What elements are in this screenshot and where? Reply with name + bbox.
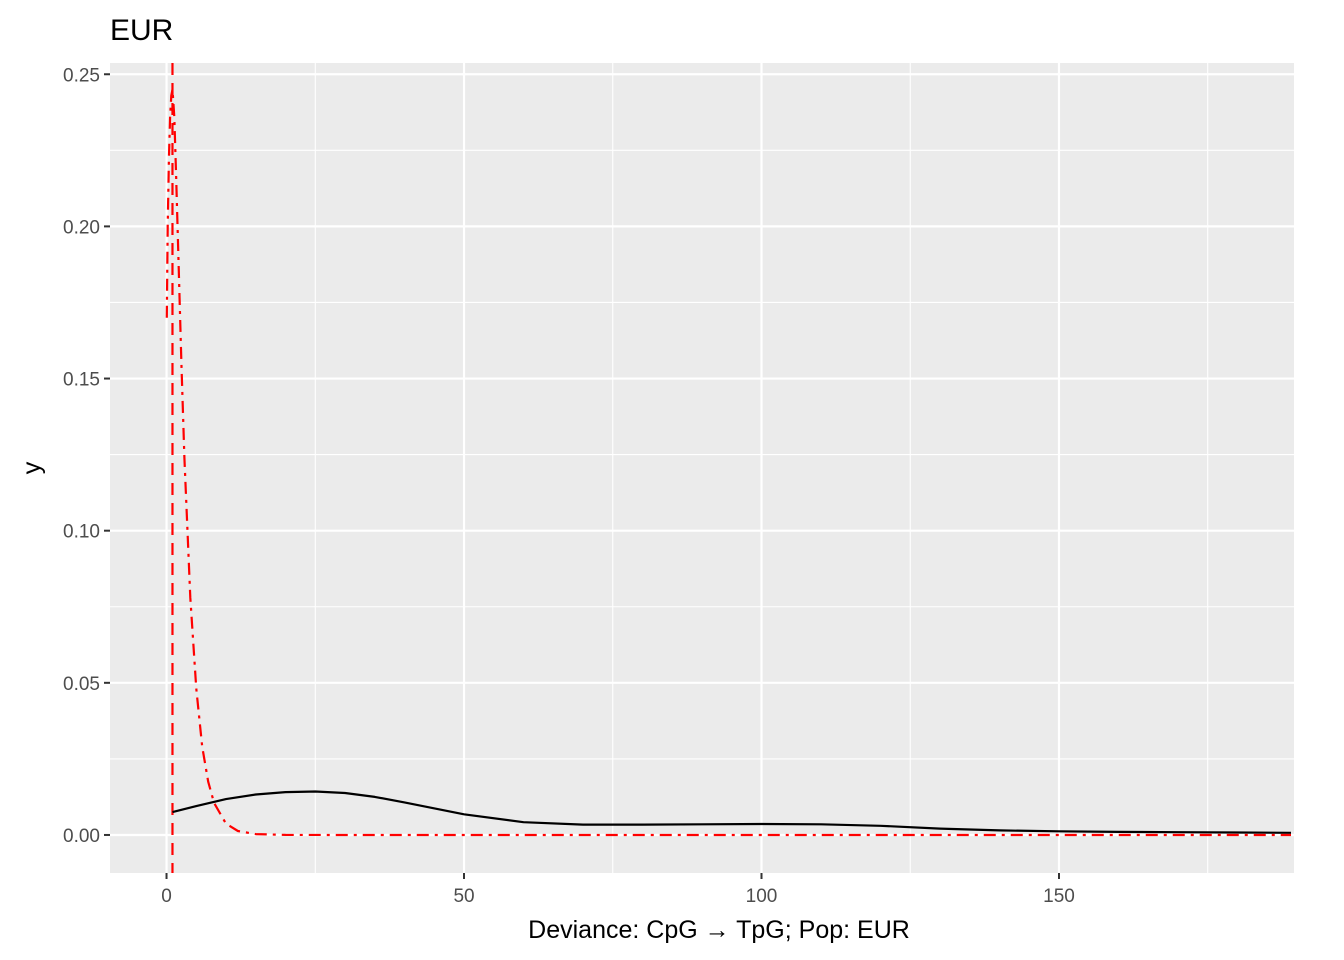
series-line-2 — [165, 88, 1291, 837]
plot-panel — [110, 63, 1294, 873]
y-tick-label: 0.00 — [63, 826, 100, 847]
y-tick-label: 0.15 — [63, 370, 100, 391]
series-layer — [165, 63, 1292, 873]
x-axis-title: Deviance: CpG → TpG; Pop: EUR — [528, 916, 910, 944]
y-tick-label: 0.10 — [63, 522, 100, 543]
series-line-1 — [172, 790, 1292, 834]
chart-title: EUR — [110, 14, 173, 47]
y-axis-title: y — [18, 461, 46, 474]
x-axis: 0 50 100 150 — [161, 873, 1075, 907]
y-tick-label: 0.05 — [63, 674, 100, 695]
x-tick-label: 50 — [453, 886, 474, 907]
x-tick-label: 0 — [161, 886, 172, 907]
y-axis: 0.00 0.05 0.10 0.15 0.20 0.25 — [63, 65, 110, 847]
y-tick-label: 0.25 — [63, 65, 100, 86]
x-tick-label: 100 — [746, 886, 778, 907]
y-tick-label: 0.20 — [63, 217, 100, 238]
minor-gridlines — [110, 63, 1294, 873]
x-tick-label: 150 — [1043, 886, 1075, 907]
